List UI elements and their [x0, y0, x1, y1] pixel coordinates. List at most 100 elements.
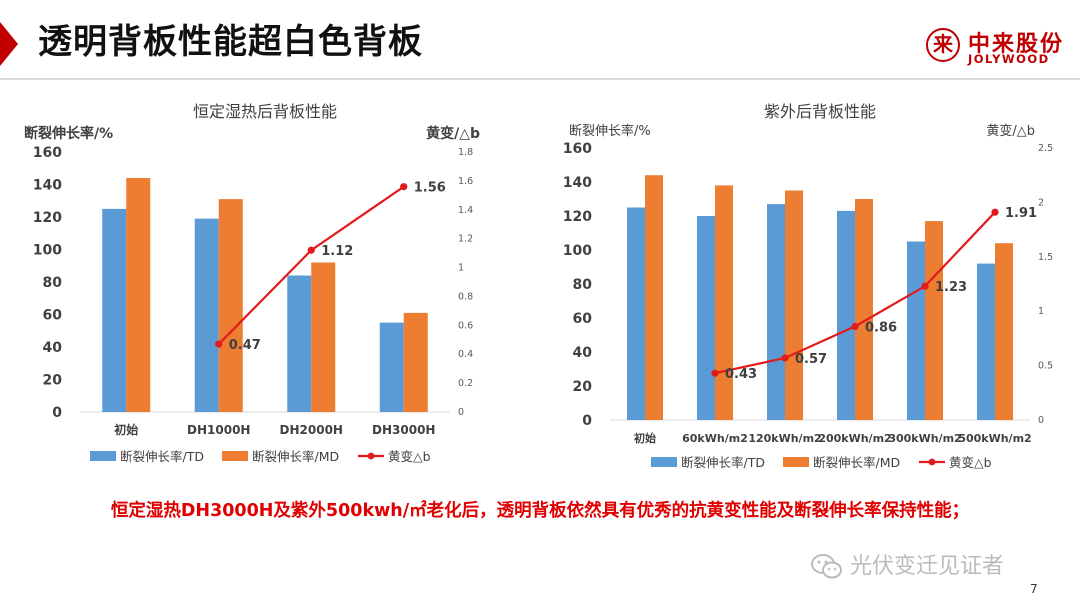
bar-td	[627, 207, 645, 420]
legend-swatch-marker	[928, 458, 936, 466]
legend-label: 黄变△b	[949, 455, 992, 470]
y-tick-label: 0	[582, 413, 592, 429]
bar-md	[126, 178, 151, 412]
y-tick-label: 100	[563, 243, 592, 259]
y2-tick-label: 0.2	[458, 378, 473, 389]
yellowing-point	[781, 354, 789, 362]
y-tick-label: 20	[573, 379, 593, 395]
y2-tick-label: 2	[1038, 197, 1044, 208]
x-tick-label: DH2000H	[280, 423, 343, 437]
yellowing-data-label: 1.56	[414, 181, 446, 196]
y2-tick-label: 1	[1038, 306, 1044, 317]
x-tick-label: DH3000H	[372, 423, 435, 437]
y-tick-label: 80	[573, 277, 593, 293]
y2-tick-label: 0.4	[458, 349, 473, 360]
y2-tick-label: 1.2	[458, 234, 473, 245]
legend-label: 黄变△b	[388, 449, 431, 464]
bar-td	[102, 208, 127, 412]
bar-td	[767, 204, 785, 420]
bar-td	[194, 218, 219, 412]
yellowing-data-label: 0.43	[725, 367, 757, 382]
x-tick-label: 200kWh/m2	[818, 432, 891, 445]
y2-tick-label: 0.6	[458, 320, 473, 331]
y-tick-label: 20	[43, 373, 63, 389]
y-tick-label: 120	[33, 210, 62, 226]
bar-md	[855, 199, 873, 420]
yellowing-data-label: 0.57	[795, 352, 827, 367]
y-tick-label: 160	[33, 145, 62, 161]
x-tick-label: DH1000H	[187, 423, 250, 437]
bar-td	[379, 322, 404, 412]
chart-title: 恒定湿热后背板性能	[193, 102, 337, 121]
company-logo: 来 中来股份 JOLYWOOD	[926, 26, 1066, 70]
bar-md	[311, 262, 336, 412]
yellowing-point	[991, 208, 999, 216]
legend-swatch-md	[783, 457, 809, 467]
bar-md	[715, 185, 733, 420]
chart-title: 紫外后背板性能	[764, 102, 876, 121]
wechat-icon	[811, 554, 842, 579]
legend-label: 断裂伸长率/TD	[681, 455, 765, 470]
bar-md	[995, 243, 1013, 420]
y2-tick-label: 1.8	[458, 147, 473, 158]
y2-axis-label: 黄变/△b	[426, 125, 480, 142]
bar-td	[907, 241, 925, 420]
bar-td	[977, 263, 995, 420]
y2-tick-label: 1.5	[1038, 252, 1053, 263]
bar-md	[403, 312, 428, 412]
logo-text-en: JOLYWOOD	[968, 52, 1050, 66]
yellowing-point	[921, 282, 929, 290]
y2-axis-label: 黄变/△b	[986, 123, 1035, 139]
bar-md	[645, 175, 663, 420]
logo-seal-icon: 来	[926, 28, 960, 62]
y2-tick-label: 1.6	[458, 176, 473, 187]
yellowing-point	[215, 340, 223, 348]
watermark: 光伏变迁见证者	[810, 548, 1004, 581]
legend-label: 断裂伸长率/TD	[120, 449, 204, 464]
header-accent-mark	[0, 22, 18, 66]
yellowing-point	[711, 369, 719, 377]
y2-tick-label: 0	[458, 407, 464, 418]
page-number: 7	[1030, 582, 1038, 596]
legend-label: 断裂伸长率/MD	[252, 449, 339, 464]
y-tick-label: 60	[573, 311, 593, 327]
x-tick-label: 初始	[634, 431, 656, 445]
legend-swatch-td	[651, 457, 677, 467]
bar-md	[925, 221, 943, 420]
yellowing-data-label: 0.47	[229, 338, 261, 353]
legend-swatch-marker	[367, 452, 375, 460]
y-tick-label: 0	[52, 405, 62, 421]
legend-swatch-md	[222, 451, 248, 461]
yellowing-point	[851, 322, 859, 331]
y-tick-label: 40	[573, 345, 593, 361]
y-tick-label: 140	[563, 175, 592, 191]
yellowing-point	[307, 246, 315, 254]
y-axis-label: 断裂伸长率/%	[24, 125, 113, 142]
legend-swatch-td	[90, 451, 116, 461]
bar-md	[218, 199, 243, 412]
yellowing-data-label: 1.12	[321, 244, 353, 259]
slide-title: 透明背板性能超白色背板	[38, 22, 423, 62]
x-tick-label: 初始	[114, 422, 138, 437]
legend-label: 断裂伸长率/MD	[813, 455, 900, 470]
yellowing-data-label: 0.86	[865, 320, 897, 335]
y-tick-label: 120	[563, 209, 592, 225]
bar-td	[837, 210, 855, 420]
yellowing-data-label: 1.91	[1005, 206, 1037, 221]
logo-text-cn: 中来股份	[968, 32, 1065, 57]
watermark-text: 光伏变迁见证者	[850, 554, 1005, 579]
bar-td	[697, 216, 715, 420]
y2-tick-label: 0.5	[1038, 361, 1053, 372]
y-tick-label: 100	[33, 243, 62, 259]
y2-tick-label: 1	[458, 263, 464, 274]
y2-tick-label: 0	[1038, 415, 1044, 426]
yellowing-data-label: 1.23	[935, 280, 967, 295]
y-tick-label: 60	[43, 308, 63, 324]
title-divider	[0, 78, 1080, 80]
conclusion-text: 恒定湿热DH3000H及紫外500kwh/㎡老化后，透明背板依然具有优秀的抗黄变…	[110, 501, 970, 521]
y-axis-label: 断裂伸长率/%	[569, 123, 651, 139]
x-tick-label: 60kWh/m2	[682, 432, 748, 445]
bar-td	[287, 275, 312, 412]
